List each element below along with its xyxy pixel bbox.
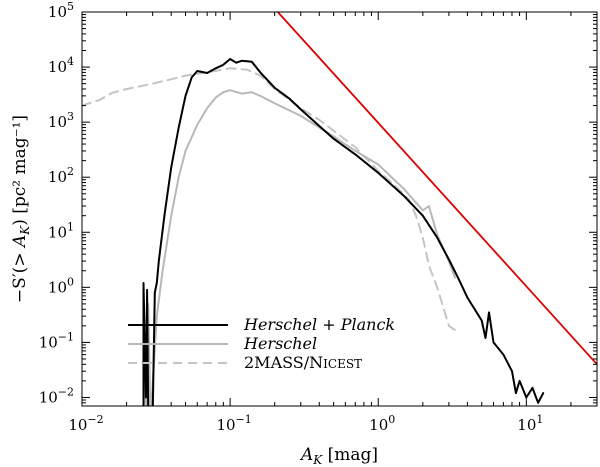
y-tick-label: 104 [48,55,74,76]
y-axis-label: −S′(> AK) [pc² mag⁻¹] [10,115,32,303]
x-axis-label: AK [mag] [299,445,378,467]
y-tick-label: 10−1 [39,330,74,351]
y-tick-label: 10−2 [39,385,74,406]
series-line-reference-power-law [276,12,597,366]
plot-frame [81,11,598,407]
x-tick-label: 10−2 [68,413,103,434]
y-tick-label: 102 [48,165,74,186]
y-tick-label: 105 [48,0,74,21]
series-line-herschel-planck [142,58,545,406]
legend-label: Herschel [243,334,317,353]
x-tick-label: 10−1 [216,413,251,434]
legend-label: Herschel + Planck [243,315,395,334]
series-line-2mass-nicest [82,67,460,334]
x-tick-label: 101 [517,413,543,434]
x-tick-label: 100 [369,413,395,434]
y-tick-label: 103 [48,110,74,131]
y-tick-label: 101 [48,220,74,241]
legend-label: 2MASS/NICEST [244,353,362,372]
series-layer [82,12,597,406]
y-tick-label: 100 [48,275,74,296]
series-line-herschel [142,89,456,406]
